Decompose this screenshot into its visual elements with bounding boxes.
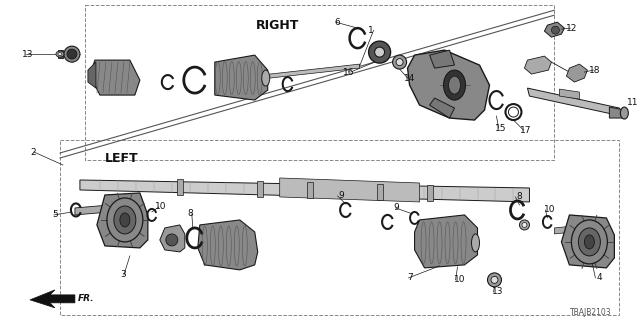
Polygon shape [177, 179, 183, 195]
Polygon shape [160, 225, 185, 252]
Text: 6: 6 [334, 18, 340, 27]
Text: 7: 7 [407, 273, 413, 282]
Text: 9: 9 [339, 191, 344, 200]
Ellipse shape [449, 76, 461, 94]
Text: 9: 9 [394, 204, 399, 212]
Polygon shape [58, 50, 63, 58]
Ellipse shape [262, 70, 269, 86]
Text: 3: 3 [120, 270, 125, 279]
Text: 2: 2 [30, 148, 36, 156]
Ellipse shape [488, 273, 502, 287]
Text: 8: 8 [516, 192, 522, 202]
Polygon shape [198, 220, 258, 270]
Text: 17: 17 [520, 125, 531, 134]
Text: LEFT: LEFT [105, 151, 138, 164]
Ellipse shape [520, 220, 529, 230]
Text: 4: 4 [596, 273, 602, 282]
Text: 13: 13 [492, 287, 503, 296]
Ellipse shape [120, 213, 130, 227]
Text: 10: 10 [155, 203, 166, 212]
Polygon shape [408, 50, 490, 120]
Polygon shape [269, 64, 360, 78]
Ellipse shape [374, 47, 385, 57]
Ellipse shape [620, 107, 628, 119]
Circle shape [64, 46, 80, 62]
Polygon shape [429, 50, 454, 68]
Polygon shape [88, 62, 96, 88]
Polygon shape [215, 55, 268, 100]
Text: FR.: FR. [78, 294, 95, 303]
Ellipse shape [369, 41, 390, 63]
Polygon shape [554, 226, 575, 234]
Circle shape [552, 26, 559, 34]
Ellipse shape [491, 276, 498, 284]
Polygon shape [75, 205, 110, 215]
Polygon shape [376, 184, 383, 200]
Ellipse shape [58, 52, 62, 56]
Text: TBAJB2103: TBAJB2103 [570, 308, 611, 317]
Ellipse shape [396, 59, 403, 66]
Text: 10: 10 [544, 205, 555, 214]
Polygon shape [561, 215, 614, 268]
Polygon shape [415, 215, 477, 268]
Ellipse shape [444, 70, 465, 100]
Polygon shape [257, 181, 263, 197]
Ellipse shape [472, 234, 479, 252]
Ellipse shape [522, 222, 527, 228]
Text: RIGHT: RIGHT [256, 19, 300, 32]
Polygon shape [280, 178, 420, 202]
Polygon shape [426, 185, 433, 201]
Circle shape [166, 234, 178, 246]
Polygon shape [97, 193, 148, 248]
Circle shape [67, 49, 77, 59]
Ellipse shape [579, 228, 600, 256]
Text: 12: 12 [566, 24, 578, 33]
Text: 11: 11 [627, 98, 639, 107]
Text: 8: 8 [188, 210, 193, 219]
Text: 5: 5 [52, 211, 58, 220]
Ellipse shape [114, 206, 136, 234]
Ellipse shape [56, 51, 64, 57]
Polygon shape [566, 64, 588, 82]
Polygon shape [307, 182, 313, 198]
Polygon shape [80, 180, 529, 202]
Text: 15: 15 [495, 124, 506, 132]
Text: 1: 1 [367, 26, 373, 35]
Polygon shape [90, 60, 140, 95]
Text: 18: 18 [589, 66, 601, 75]
Text: 13: 13 [22, 50, 33, 59]
Text: 10: 10 [454, 276, 465, 284]
Text: 16: 16 [343, 68, 355, 76]
Ellipse shape [392, 55, 406, 69]
Polygon shape [527, 88, 621, 116]
Polygon shape [30, 290, 75, 308]
Ellipse shape [584, 235, 595, 249]
Polygon shape [609, 107, 625, 118]
Text: 14: 14 [404, 74, 415, 83]
Polygon shape [545, 22, 564, 37]
Polygon shape [559, 89, 579, 99]
Polygon shape [524, 56, 552, 74]
Polygon shape [429, 98, 454, 118]
